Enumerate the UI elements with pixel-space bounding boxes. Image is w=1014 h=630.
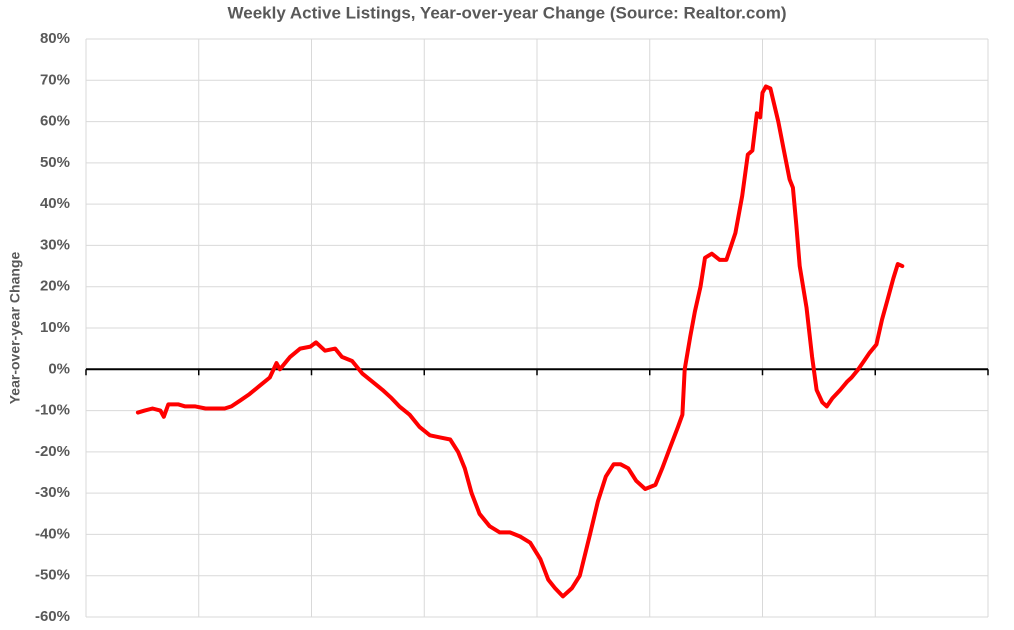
y-tick-label: 50% [40, 154, 70, 171]
y-tick-label: 80% [40, 30, 70, 47]
y-tick-label: 60% [40, 113, 70, 130]
data-line [135, 84, 905, 599]
y-tick-label: -40% [35, 525, 70, 542]
y-tick-label: -20% [35, 443, 70, 460]
y-axis-title: Year-over-year Change [7, 252, 23, 405]
y-tick-label: 0% [48, 360, 70, 377]
y-tick-label: 10% [40, 319, 70, 336]
y-tick-label: 40% [40, 195, 70, 212]
y-tick-label: 70% [40, 71, 70, 88]
y-tick-label: 20% [40, 278, 70, 295]
y-tick-label: -50% [35, 567, 70, 584]
y-tick-label: -10% [35, 402, 70, 419]
y-tick-label: 30% [40, 236, 70, 253]
y-tick-label: -60% [35, 608, 70, 625]
chart-title: Weekly Active Listings, Year-over-year C… [228, 3, 787, 22]
y-tick-label: -30% [35, 484, 70, 501]
